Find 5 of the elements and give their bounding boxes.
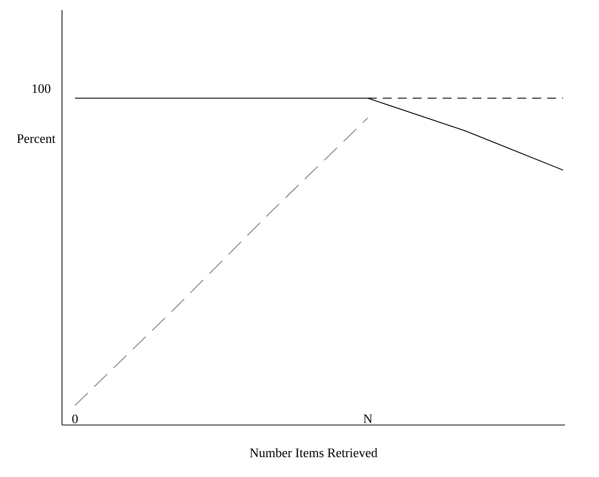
x-axis-title: Number Items Retrieved — [250, 448, 378, 458]
y-axis-title: Percent — [17, 134, 56, 143]
x-tick-label: 0 — [72, 414, 78, 424]
x-tick-label: N — [364, 414, 372, 424]
text: 100 — [32, 84, 50, 94]
